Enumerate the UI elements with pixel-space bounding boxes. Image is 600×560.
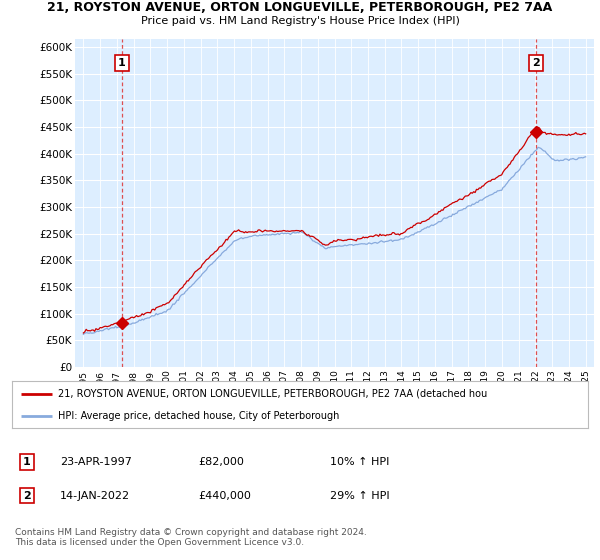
- Text: 1: 1: [118, 58, 126, 68]
- Text: 2: 2: [532, 58, 540, 68]
- Text: Price paid vs. HM Land Registry's House Price Index (HPI): Price paid vs. HM Land Registry's House …: [140, 16, 460, 26]
- Text: 1: 1: [23, 457, 31, 467]
- Text: 29% ↑ HPI: 29% ↑ HPI: [330, 491, 389, 501]
- Text: £440,000: £440,000: [198, 491, 251, 501]
- Text: HPI: Average price, detached house, City of Peterborough: HPI: Average price, detached house, City…: [58, 410, 340, 421]
- Text: 23-APR-1997: 23-APR-1997: [60, 457, 132, 467]
- Text: 2: 2: [23, 491, 31, 501]
- Text: 21, ROYSTON AVENUE, ORTON LONGUEVILLE, PETERBOROUGH, PE2 7AA (detached hou: 21, ROYSTON AVENUE, ORTON LONGUEVILLE, P…: [58, 389, 487, 399]
- Text: 21, ROYSTON AVENUE, ORTON LONGUEVILLE, PETERBOROUGH, PE2 7AA: 21, ROYSTON AVENUE, ORTON LONGUEVILLE, P…: [47, 1, 553, 14]
- Text: 14-JAN-2022: 14-JAN-2022: [60, 491, 130, 501]
- Text: 10% ↑ HPI: 10% ↑ HPI: [330, 457, 389, 467]
- Text: £82,000: £82,000: [198, 457, 244, 467]
- Text: Contains HM Land Registry data © Crown copyright and database right 2024.
This d: Contains HM Land Registry data © Crown c…: [15, 528, 367, 547]
